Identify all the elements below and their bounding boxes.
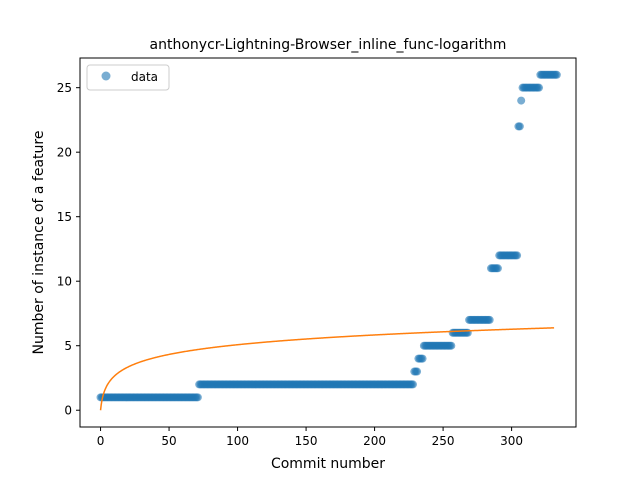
legend-box [86,64,170,91]
data-point [418,354,427,363]
x-tick-label: 0 [97,434,105,448]
data-point [193,393,202,402]
x-tick-label: 300 [500,434,523,448]
data-point [513,251,522,260]
data-point [517,96,526,105]
fit-curve [99,327,555,411]
x-tick-label: 150 [295,434,318,448]
data-point [413,367,422,376]
y-tick-label: 15 [57,210,72,224]
y-axis-label: Number of instance of a feature [31,131,47,355]
chart-title: anthonycr-Lightning-Browser_inline_func-… [150,37,507,53]
data-point [447,341,456,350]
data-point [408,380,417,389]
x-tick-label: 250 [432,434,455,448]
data-point [552,70,561,79]
x-axis-ticks: 0 50 100 150 200 250 300 [97,427,523,448]
data-point [535,83,544,92]
x-tick-label: 50 [161,434,176,448]
plot-frame [79,57,577,428]
x-axis-label: Commit number [271,456,385,472]
legend-marker-data [101,71,111,81]
data-point [485,315,494,324]
y-axis-ticks: 0 5 10 15 20 25 [57,81,80,418]
legend-label-data: data [131,70,158,84]
y-tick-label: 20 [57,146,72,160]
data-point [515,122,524,131]
plot-marks [96,70,561,411]
x-tick-label: 200 [363,434,386,448]
y-tick-label: 5 [64,339,72,353]
data-point [493,264,502,273]
y-tick-label: 25 [57,81,72,95]
y-tick-label: 0 [64,404,72,418]
y-tick-label: 10 [57,275,72,289]
x-tick-label: 100 [226,434,249,448]
legend: data [86,64,170,91]
